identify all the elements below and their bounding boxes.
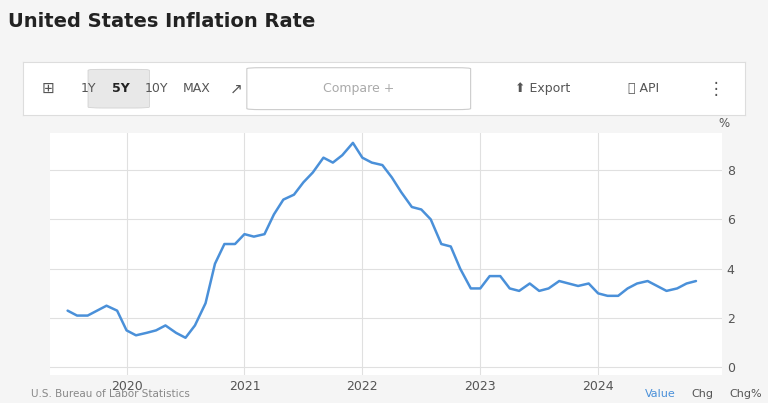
Text: 5Y: 5Y — [111, 82, 129, 95]
Text: ⋮: ⋮ — [708, 80, 724, 98]
Text: United States Inflation Rate: United States Inflation Rate — [8, 12, 315, 31]
Text: Value: Value — [645, 389, 676, 399]
Text: Chg: Chg — [691, 389, 713, 399]
Text: ↗: ↗ — [230, 81, 243, 96]
Text: 🗄 API: 🗄 API — [628, 82, 660, 95]
Text: 1Y: 1Y — [81, 82, 96, 95]
FancyBboxPatch shape — [88, 69, 149, 108]
FancyBboxPatch shape — [247, 68, 471, 110]
Text: 10Y: 10Y — [145, 82, 168, 95]
Text: ⊞: ⊞ — [42, 81, 55, 96]
Text: U.S. Bureau of Labor Statistics: U.S. Bureau of Labor Statistics — [31, 389, 190, 399]
Text: MAX: MAX — [182, 82, 210, 95]
Text: Chg%: Chg% — [730, 389, 762, 399]
Text: %: % — [718, 117, 729, 130]
Text: ⬆ Export: ⬆ Export — [515, 82, 571, 95]
Text: Compare +: Compare + — [323, 82, 395, 95]
